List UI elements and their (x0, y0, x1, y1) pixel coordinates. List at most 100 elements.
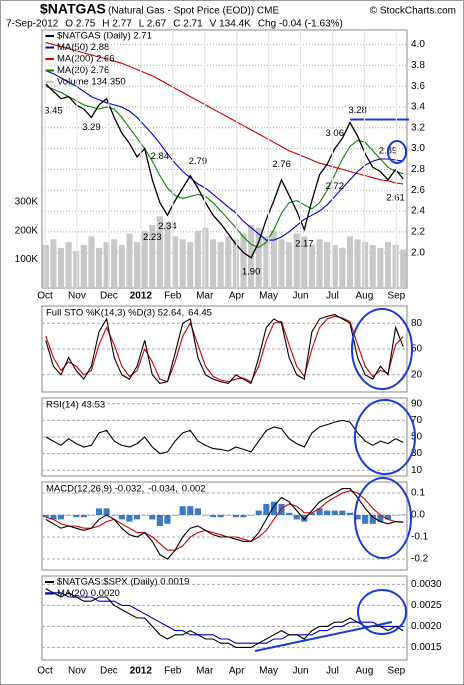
histogram-bar (149, 515, 156, 520)
volume-bar (225, 236, 232, 288)
highlight-circle (354, 477, 412, 559)
x-tick-label: Jun (292, 291, 308, 302)
histogram-bar (73, 515, 80, 518)
volume-bar (270, 230, 277, 288)
x-tick-label: Apr (229, 666, 245, 677)
series-line (45, 85, 404, 249)
y-tick-label: 0.0015 (411, 642, 442, 653)
histogram-bar (270, 501, 277, 515)
series-line (45, 314, 404, 385)
x-tick-label: Jul (326, 666, 339, 677)
price-annotation: 3.45 (44, 105, 63, 116)
histogram-bar (88, 515, 95, 516)
y-tick-label: 2.6 (411, 185, 425, 196)
highlight-circle (357, 589, 407, 635)
x-tick-label: Mar (196, 666, 214, 677)
highlights (254, 140, 416, 652)
volume-bar (187, 242, 194, 288)
volume-bar (232, 239, 239, 288)
legend-text: MA(20) 2.76 (57, 65, 109, 76)
x-tick-label: Mar (196, 291, 214, 302)
volume-bar (141, 230, 148, 288)
volume-bar (217, 242, 224, 288)
histogram-bar (255, 510, 262, 515)
histogram-bar (80, 515, 87, 518)
watermark: © StockCharts.com (370, 6, 456, 17)
series-line (45, 592, 404, 644)
histogram-bar (278, 504, 285, 515)
volume-bar (339, 247, 346, 288)
histogram-bar (400, 514, 407, 516)
y-tick-label: 30 (411, 448, 423, 459)
volume-bar (202, 227, 209, 288)
histogram-bar (172, 515, 179, 516)
price-annotation: 3.29 (82, 122, 101, 133)
histogram-bar (369, 515, 376, 524)
y2-tick-label: 300K (15, 197, 39, 208)
quote-item: Chg -0.04 (-1.63%) (258, 19, 343, 30)
histogram-bar (217, 515, 224, 518)
histogram-bar (156, 515, 163, 526)
volume-bar (293, 233, 300, 288)
x-tick-label: May (259, 291, 278, 302)
volume-bar (354, 239, 361, 288)
y-tick-label: 2.4 (411, 206, 425, 217)
histogram-bar (134, 515, 141, 520)
highlight-circle (354, 399, 416, 475)
volume-bar (80, 245, 87, 288)
x-tick-label: Aug (355, 291, 373, 302)
histogram-bar (95, 508, 103, 515)
histogram-bar (301, 515, 308, 522)
volume-bar (377, 247, 384, 288)
histogram-bar (248, 515, 255, 516)
quote-item: H 2.77 (102, 19, 132, 30)
y-tick-label: 0.0020 (411, 621, 442, 632)
volume-bar (308, 245, 315, 288)
volume-bar (301, 236, 308, 288)
volume-bar (95, 247, 103, 288)
x-tick-label: 2012 (130, 666, 153, 677)
histogram-bar (65, 515, 72, 516)
histogram-bar (210, 515, 217, 518)
price-annotation: 3.28 (348, 105, 367, 116)
volume-bar (50, 239, 57, 288)
symbol: $NATGAS (40, 1, 106, 17)
y-tick-label: 70 (411, 415, 423, 426)
histogram-bar (316, 508, 323, 515)
legend-text: -0.034, (148, 484, 178, 495)
volume-bar (172, 236, 179, 288)
panel-frame (41, 481, 408, 571)
histogram-bar (339, 510, 346, 515)
histogram-bar (187, 506, 194, 515)
histogram-bar (42, 515, 49, 518)
y-tick-label: 20 (411, 369, 423, 380)
volume-bar (384, 242, 392, 288)
price-annotation: 3.06 (326, 128, 345, 139)
x-tick-label: Sep (387, 666, 405, 677)
volume-bar (111, 239, 118, 288)
volume-bar (210, 239, 217, 288)
y-tick-label: 3.8 (411, 60, 425, 71)
histogram-bar (225, 515, 232, 516)
x-tick-label: Dec (100, 666, 118, 677)
highlight-circle (387, 140, 407, 164)
series-line (45, 83, 404, 259)
histogram-bar (179, 506, 186, 515)
y-tick-label: 50 (411, 344, 423, 355)
legend-text: RSI(14) 43.53 (46, 400, 105, 411)
y-tick-label: 3.2 (411, 122, 425, 133)
histogram-bar (263, 504, 270, 515)
series-line (45, 419, 404, 455)
price-annotation: 2.79 (189, 156, 208, 167)
x-tick-label: Sep (387, 291, 405, 302)
volume-bar (263, 236, 270, 288)
legend-text: Full STO %K(14,3) %D(3) 52.64, (46, 308, 184, 319)
histogram-bar (202, 515, 209, 516)
description: (Natural Gas - Spot Price (EOD)) CME (108, 6, 279, 17)
price-annotation: 2.23 (143, 232, 162, 243)
y-tick-label: 90 (411, 398, 423, 409)
histogram-bar (331, 510, 338, 515)
histogram-bar (164, 515, 171, 524)
y-tick-label: 0.0 (411, 510, 425, 521)
